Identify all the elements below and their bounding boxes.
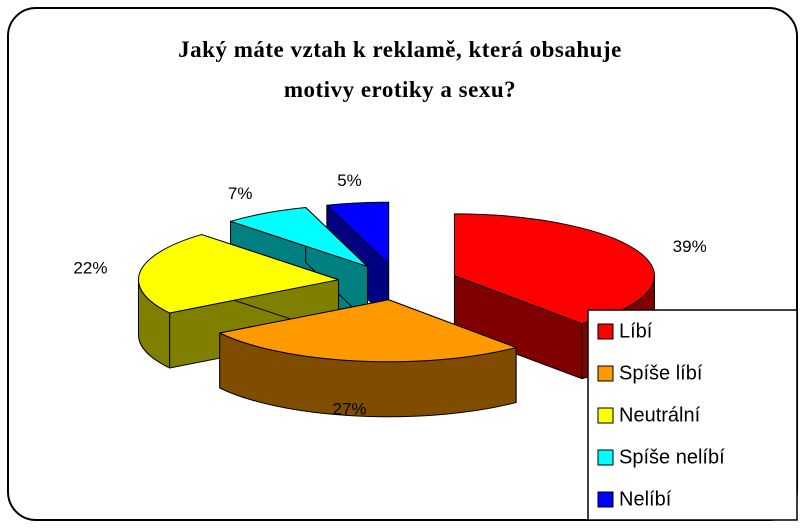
chart-title: Jaký máte vztah k reklamě, která obsahuj…	[178, 37, 622, 102]
slice-top	[219, 299, 517, 363]
legend-label: Spíše líbí	[619, 362, 703, 384]
legend-swatch	[597, 491, 614, 508]
slice-top	[137, 234, 339, 314]
legend-swatch	[597, 449, 614, 466]
legend-label: Líbí	[619, 320, 653, 342]
data-label: 5%	[337, 171, 362, 190]
legend-box	[587, 309, 798, 521]
legend-swatch	[597, 365, 614, 382]
slice-top	[453, 213, 655, 325]
data-label: 39%	[673, 237, 707, 256]
legend-label: Spíše nelíbí	[619, 446, 725, 468]
slice-top	[326, 201, 390, 265]
data-label: 7%	[228, 184, 253, 203]
legend-swatch	[597, 407, 614, 424]
slice-top	[230, 207, 368, 268]
legend-label: Nelíbí	[619, 488, 672, 510]
data-label: 22%	[73, 259, 107, 278]
legend-swatch	[597, 323, 614, 340]
data-label: 27%	[332, 399, 366, 418]
legend-label: Neutrální	[619, 404, 701, 426]
